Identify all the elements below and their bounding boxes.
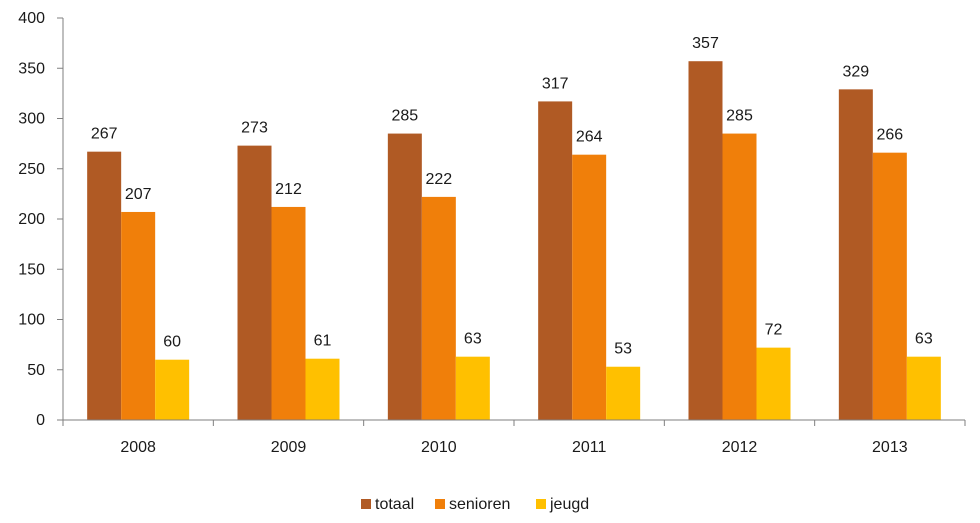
data-label-jeugd-2012: 72 [765, 322, 783, 339]
bar-senioren-2009 [271, 206, 306, 420]
legend-label-totaal: totaal [375, 496, 414, 513]
data-label-senioren-2013: 266 [876, 127, 903, 144]
bar-senioren-2008 [121, 211, 156, 420]
legend-swatch-senioren [435, 499, 445, 509]
x-tick-label: 2010 [421, 439, 457, 456]
bar-totaal-2008 [87, 151, 122, 421]
data-label-totaal-2010: 285 [391, 108, 418, 125]
data-label-senioren-2012: 285 [726, 108, 753, 125]
data-label-totaal-2009: 273 [241, 120, 268, 137]
data-label-senioren-2008: 207 [125, 186, 152, 203]
y-tick-label: 400 [18, 10, 45, 27]
data-label-jeugd-2010: 63 [464, 331, 482, 348]
bar-jeugd-2013 [906, 356, 941, 420]
y-tick-label: 50 [27, 362, 45, 379]
data-label-senioren-2010: 222 [425, 171, 452, 188]
y-tick-label: 250 [18, 161, 45, 178]
bar-jeugd-2011 [606, 366, 641, 420]
y-axis-ticks: 0 50 100 150 200 250 300 350 400 [18, 10, 63, 429]
bar-senioren-2010 [421, 196, 456, 420]
data-label-totaal-2013: 329 [842, 63, 869, 80]
bar-totaal-2011 [538, 101, 573, 420]
x-tick-label: 2009 [271, 439, 307, 456]
bar-jeugd-2012 [756, 347, 791, 420]
bar-totaal-2009 [237, 145, 272, 420]
legend-label-jeugd: jeugd [549, 496, 589, 513]
bar-senioren-2013 [872, 152, 907, 421]
x-axis-ticks: 2008 2009 2010 2011 2012 2013 [62, 420, 966, 456]
data-label-totaal-2011: 317 [542, 75, 569, 92]
y-tick-label: 150 [18, 261, 45, 278]
x-tick-label: 2008 [120, 439, 156, 456]
y-tick-label: 200 [18, 211, 45, 228]
x-tick-label: 2013 [872, 439, 908, 456]
data-label-totaal-2012: 357 [692, 35, 719, 52]
data-label-jeugd-2011: 53 [614, 341, 632, 358]
legend-label-senioren: senioren [449, 496, 510, 513]
data-label-senioren-2009: 212 [275, 181, 302, 198]
legend-swatch-totaal [361, 499, 371, 509]
x-tick-label: 2012 [722, 439, 758, 456]
bars-group [87, 61, 941, 421]
bar-totaal-2010 [387, 133, 422, 420]
y-tick-label: 300 [18, 111, 45, 128]
y-tick-label: 100 [18, 312, 45, 329]
bar-jeugd-2009 [305, 358, 340, 420]
bar-senioren-2011 [572, 154, 607, 420]
data-label-jeugd-2008: 60 [163, 334, 181, 351]
bar-jeugd-2008 [155, 359, 190, 420]
legend: totaal senioren jeugd [361, 496, 589, 513]
bar-totaal-2013 [838, 89, 873, 420]
data-label-senioren-2011: 264 [576, 129, 603, 146]
x-tick-label: 2011 [572, 439, 607, 456]
data-labels-group: 267 207 60 273 212 61 285 222 63 317 264 53 357 285 72… [91, 35, 933, 358]
data-label-jeugd-2009: 61 [314, 333, 332, 350]
data-label-jeugd-2013: 63 [915, 331, 933, 348]
y-tick-label: 350 [18, 60, 45, 77]
bar-totaal-2012 [688, 61, 723, 421]
legend-swatch-jeugd [536, 499, 546, 509]
data-label-totaal-2008: 267 [91, 126, 118, 143]
y-tick-label: 0 [36, 412, 45, 429]
bar-jeugd-2010 [455, 356, 490, 420]
bar-senioren-2012 [722, 133, 757, 420]
